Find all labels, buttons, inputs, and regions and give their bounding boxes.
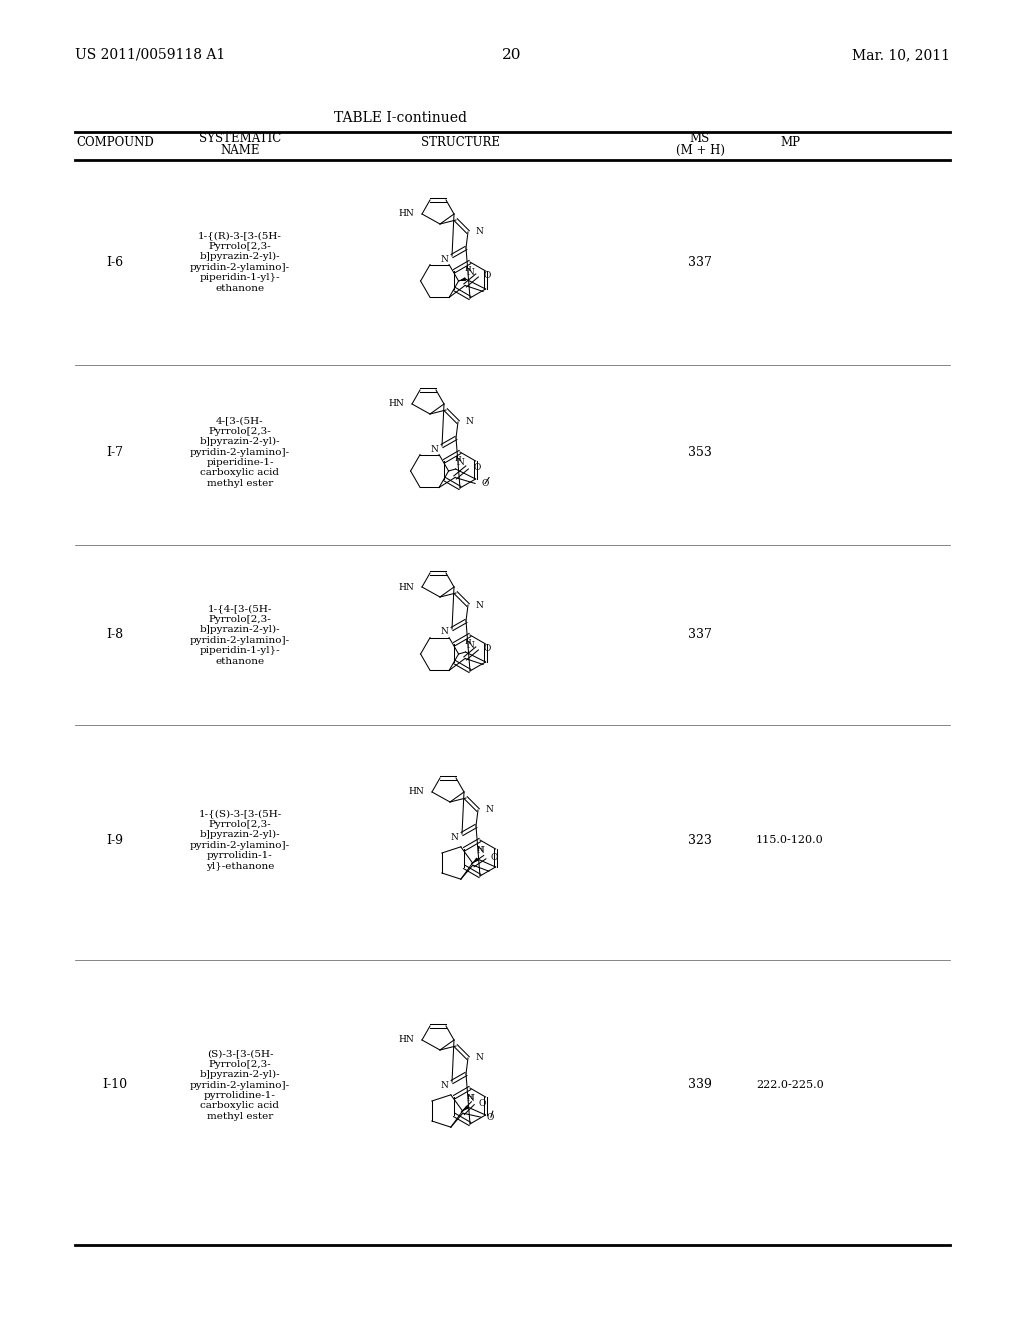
Text: N: N [475,1053,483,1063]
Text: 115.0-120.0: 115.0-120.0 [756,836,824,845]
Text: MS: MS [690,132,710,145]
Text: H: H [455,455,461,463]
Text: SYSTEMATIC: SYSTEMATIC [199,132,282,145]
Polygon shape [463,1105,469,1111]
Text: O: O [483,271,490,280]
Text: 1-{(S)-3-[3-(5H-
Pyrrolo[2,3-
b]pyrazin-2-yl)-
pyridin-2-ylamino]-
pyrrolidin-1-: 1-{(S)-3-[3-(5H- Pyrrolo[2,3- b]pyrazin-… [189,809,290,871]
Text: N: N [440,1081,449,1089]
Text: N: N [440,255,449,264]
Text: HN: HN [388,400,404,408]
Text: O: O [486,1113,495,1122]
Text: 1-{4-[3-(5H-
Pyrrolo[2,3-
b]pyrazin-2-yl)-
pyridin-2-ylamino]-
piperidin-1-yl}-
: 1-{4-[3-(5H- Pyrrolo[2,3- b]pyrazin-2-yl… [189,605,290,665]
Text: TABLE I-continued: TABLE I-continued [334,111,467,125]
Text: H: H [466,1093,473,1101]
Text: N: N [451,833,458,842]
Polygon shape [473,858,479,863]
Text: (S)-3-[3-(5H-
Pyrrolo[2,3-
b]pyrazin-2-yl)-
pyridin-2-ylamino]-
pyrrolidine-1-
c: (S)-3-[3-(5H- Pyrrolo[2,3- b]pyrazin-2-y… [189,1049,290,1121]
Text: I-6: I-6 [106,256,124,268]
Text: 323: 323 [688,833,712,846]
Text: 20: 20 [502,48,522,62]
Text: HN: HN [398,210,414,219]
Text: N: N [465,417,473,426]
Text: O: O [483,644,490,653]
Text: (M + H): (M + H) [676,144,725,157]
Text: N: N [476,846,484,855]
Text: N: N [456,458,464,467]
Text: US 2011/0059118 A1: US 2011/0059118 A1 [75,48,225,62]
Polygon shape [459,277,466,281]
Text: Mar. 10, 2011: Mar. 10, 2011 [852,48,950,62]
Text: H: H [476,845,483,853]
Text: I-9: I-9 [106,833,124,846]
Text: 337: 337 [688,256,712,268]
Text: HN: HN [398,582,414,591]
Text: N: N [485,805,493,814]
Text: I-10: I-10 [102,1078,128,1092]
Text: HN: HN [398,1035,414,1044]
Text: 353: 353 [688,446,712,458]
Text: I-8: I-8 [106,628,124,642]
Text: I-7: I-7 [106,446,124,458]
Text: N: N [466,642,474,649]
Text: N: N [440,627,449,636]
Text: O: O [490,853,499,862]
Text: O: O [473,463,480,473]
Text: 337: 337 [688,628,712,642]
Text: COMPOUND: COMPOUND [76,136,154,149]
Text: STRUCTURE: STRUCTURE [421,136,500,149]
Text: N: N [475,227,483,236]
Text: 339: 339 [688,1078,712,1092]
Text: H: H [464,638,471,645]
Text: NAME: NAME [220,144,260,157]
Text: O: O [481,479,488,488]
Text: 222.0-225.0: 222.0-225.0 [756,1080,824,1090]
Text: N: N [430,445,438,454]
Text: 4-[3-(5H-
Pyrrolo[2,3-
b]pyrazin-2-yl)-
pyridin-2-ylamino]-
piperidine-1-
carbox: 4-[3-(5H- Pyrrolo[2,3- b]pyrazin-2-yl)- … [189,416,290,488]
Text: N: N [466,1094,474,1104]
Text: N: N [466,268,474,277]
Text: HN: HN [409,788,424,796]
Text: N: N [475,601,483,610]
Text: H: H [464,265,471,273]
Text: 1-{(R)-3-[3-(5H-
Pyrrolo[2,3-
b]pyrazin-2-yl)-
pyridin-2-ylamino]-
piperidin-1-y: 1-{(R)-3-[3-(5H- Pyrrolo[2,3- b]pyrazin-… [189,231,290,293]
Text: MP: MP [780,136,800,149]
Text: O: O [479,1098,486,1107]
